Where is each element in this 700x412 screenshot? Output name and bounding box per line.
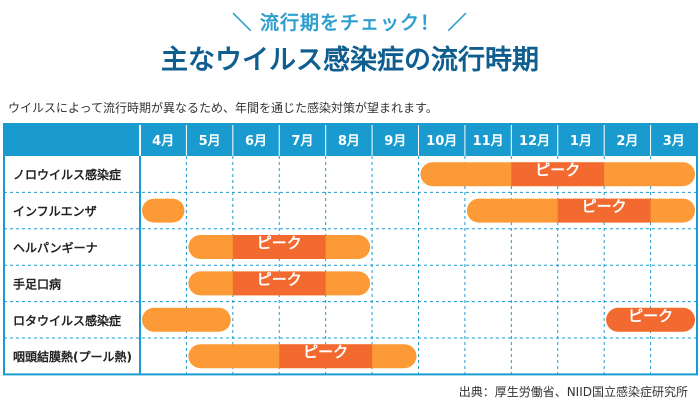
peak-bar	[232, 235, 326, 259]
page-title: 主なウイルス感染症の流行時期	[161, 45, 539, 76]
season-bar	[142, 307, 231, 332]
peak-bar	[279, 344, 373, 369]
month-label: 2月	[616, 134, 638, 149]
row-label: インフルエンザ	[13, 205, 97, 219]
row-label: 手足口病	[13, 276, 61, 291]
month-label: 10月	[426, 134, 457, 149]
header-band	[4, 124, 697, 156]
month-label: 7月	[291, 134, 313, 149]
peak-bar	[511, 162, 605, 187]
row-label: ヘルパンギーナ	[13, 240, 98, 255]
peak-label: ピーク	[257, 270, 302, 288]
month-label: 5月	[199, 134, 221, 149]
row-label: 咽頭結膜熱(プール熱)	[13, 349, 132, 364]
month-label: 9月	[384, 134, 406, 149]
month-label: 3月	[663, 134, 685, 149]
month-label: 12月	[519, 134, 550, 149]
peak-bar	[232, 271, 326, 296]
month-label: 6月	[245, 134, 267, 149]
month-label: 8月	[338, 134, 360, 149]
month-label: 1月	[570, 134, 592, 149]
peak-label: ピーク	[303, 343, 348, 361]
peak-bar	[604, 307, 696, 332]
peak-label: ピーク	[582, 198, 627, 216]
peak-label: ピーク	[628, 307, 673, 325]
row-label: ノロウイルス感染症	[13, 167, 121, 182]
kicker-text: ＼ 流行期をチェック！ ／	[232, 12, 468, 34]
month-label: 11月	[473, 134, 504, 149]
peak-label: ピーク	[257, 234, 302, 252]
peak-bar	[557, 198, 651, 223]
table-border	[3, 123, 698, 376]
season-bar	[142, 198, 185, 223]
row-label: ロタウイルス感染症	[13, 313, 121, 328]
peak-label: ピーク	[535, 161, 580, 179]
month-label: 4月	[152, 134, 174, 149]
lead-text: ウイルスによって流行時期が異なるため、年間を通じた感染対策が望まれます。	[8, 101, 438, 115]
source-note: 出典：厚生労働省、NIID国立感染症研究所	[458, 385, 688, 399]
